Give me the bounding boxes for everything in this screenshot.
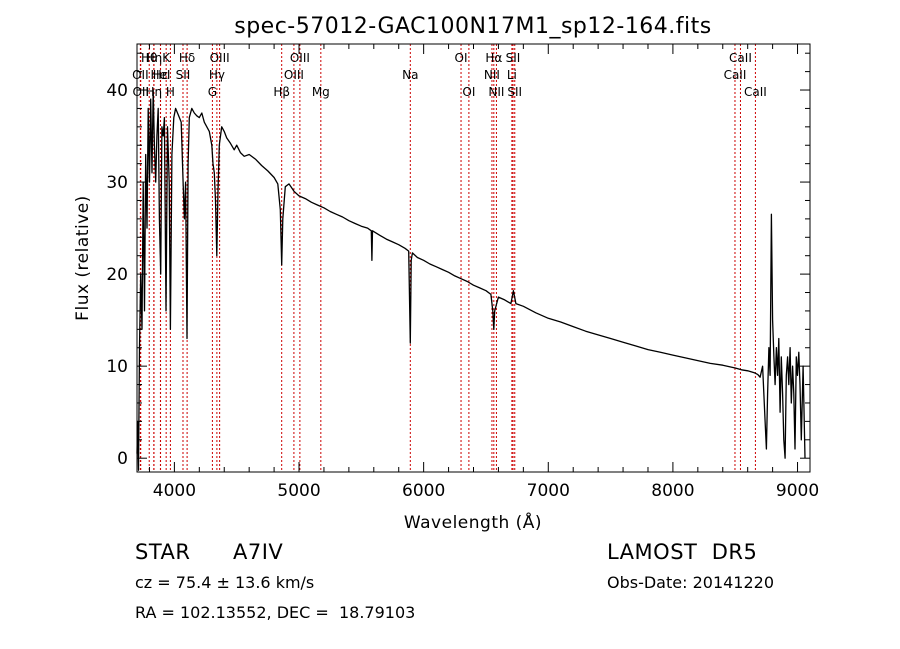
line-marker-label: SII [507,85,522,99]
y-axis: 0 10 20 30 40 [106,52,810,469]
line-marker-label: SII [176,68,191,82]
spectrum-line-0 [136,89,806,471]
line-marker-label: Hε [153,68,169,82]
y-tick-label: 10 [106,357,128,377]
line-marker-label: OIII [290,51,310,65]
line-marker-label: Hβ [273,85,290,99]
line-marker-label: NII [488,85,504,99]
line-marker-label: OIII [210,51,230,65]
line-marker-label: Hη [146,51,163,65]
ra-dec-coordinates: RA = 102.13552, DEC = 18.79103 [135,603,416,622]
x-axis: 4000 5000 6000 7000 8000 9000 [148,44,819,501]
line-marker-label: NII [484,68,500,82]
x-axis-label: Wavelength (Å) [404,511,542,533]
line-marker-label: CaII [729,51,752,65]
line-marker-label: Hγ [209,68,225,82]
spectrum-series [136,89,806,471]
x-tick-label: 9000 [776,481,819,501]
y-tick-label: 30 [106,173,128,193]
chart-title: spec-57012-GAC100N17M1_sp12-164.fits [234,14,712,39]
line-marker-label: OII [132,68,149,82]
line-marker-label: Mg [312,85,330,99]
object-subclass: A7IV [233,540,284,564]
line-marker-label: Na [402,68,418,82]
line-marker-label: OIII [284,68,304,82]
x-tick-label: 7000 [527,481,570,501]
redshift-cz: cz = 75.4 ± 13.6 km/s [135,573,315,592]
plot-frame [136,43,811,473]
x-tick-label: 4000 [153,481,196,501]
x-tick-label: 5000 [277,481,320,501]
line-marker-label: SII [506,51,521,65]
line-marker-labels: HθOIIOIIHηHεHηKHeIHHδSIIOIIIHγGOIIIOIIIH… [132,51,767,99]
line-marker-label: CaII [744,85,767,99]
line-marker-label: Hα [485,51,502,65]
line-marker-label: CaII [724,68,747,82]
line-markers [139,44,756,472]
line-marker-label: OI [455,51,468,65]
observation-date: Obs-Date: 20141220 [607,573,775,592]
y-axis-label: Flux (relative) [73,195,93,321]
object-class: STAR [135,540,191,564]
x-tick-label: 8000 [651,481,694,501]
line-marker-label: Hδ [179,51,195,65]
line-marker-label: HeI [150,68,170,82]
line-marker-label: OI [462,85,475,99]
x-tick-label: 6000 [402,481,445,501]
survey-name: LAMOST DR5 [607,540,758,564]
line-marker-label: H [166,85,175,99]
y-tick-label: 0 [117,449,128,469]
line-marker-label: Li [507,68,517,82]
line-marker-label: Hθ [141,51,157,65]
y-tick-label: 20 [106,265,128,285]
line-marker-label: G [208,85,217,99]
y-tick-label: 40 [106,81,128,101]
line-marker-label: K [162,51,171,65]
